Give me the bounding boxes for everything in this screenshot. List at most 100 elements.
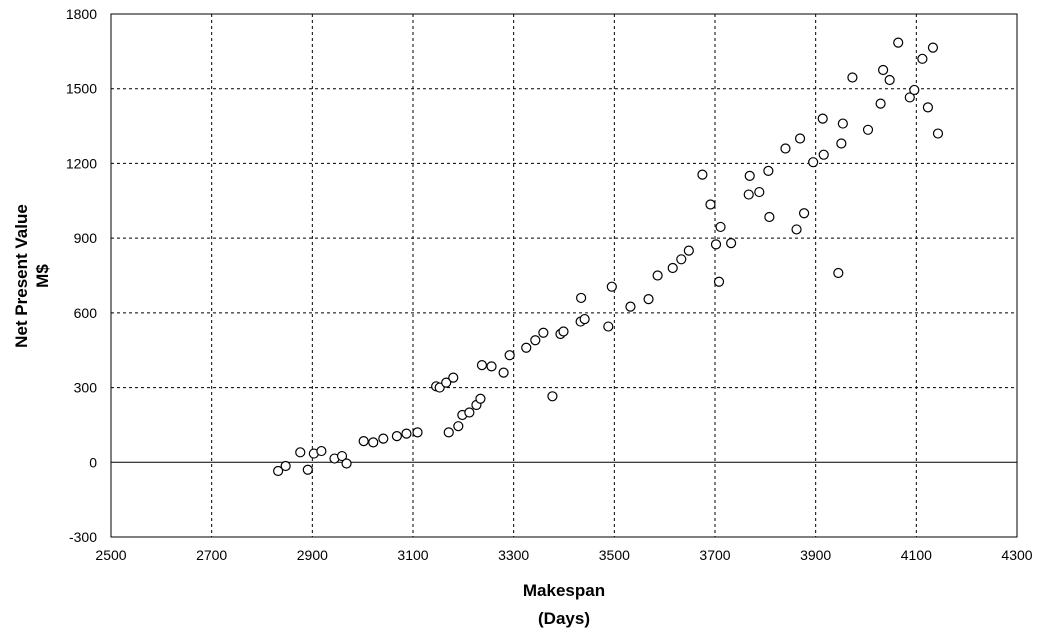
gridlines [111,14,1017,537]
data-point [606,281,617,292]
data-point [652,270,663,281]
data-point [576,292,587,304]
data-point [521,342,532,353]
y-tick-label: 900 [74,230,98,246]
data-point [295,447,306,458]
x-tick-label: 2700 [196,547,227,563]
data-point [710,239,722,250]
y-tick-labels: -300 0 300 600 900 1200 1500 1800 [66,6,97,545]
y-axis-title-line1: Net Present Value [12,204,31,348]
y-tick-label: 1200 [66,155,97,171]
data-point [884,74,895,86]
data-point [475,393,486,404]
data-point [917,53,928,64]
x-axis-title-line1: Makespan [523,581,605,600]
data-point [893,37,904,48]
y-tick-label: 1500 [66,81,97,97]
x-tick-label: 3500 [599,547,630,563]
data-point [273,465,284,477]
data-point [837,118,848,129]
y-tick-label: 300 [74,380,98,396]
y-tick-label: -300 [69,529,97,545]
data-point [833,267,844,279]
data-point [316,445,327,457]
data-point [697,169,708,180]
data-point [791,224,802,235]
data-point [878,64,889,76]
data-point [625,301,636,312]
data-point [713,276,725,287]
data-point [875,98,886,109]
data-point [847,72,858,83]
data-point [401,428,412,439]
data-point [358,436,369,447]
data-point [498,367,509,378]
y-tick-label: 600 [74,305,98,321]
y-tick-label: 0 [89,454,97,470]
x-tick-label: 3300 [498,547,529,563]
data-point [794,133,806,144]
data-point [836,138,847,149]
data-point [486,361,497,372]
data-point [302,464,313,475]
data-point [780,143,791,154]
data-point [443,427,454,438]
plot-background [111,14,1017,537]
data-point [280,460,291,472]
x-tick-label: 4300 [1001,547,1032,563]
data-point [817,113,828,124]
data-point [336,450,348,462]
data-point [464,407,475,418]
data-point [763,165,774,176]
data-point [932,128,944,139]
data-point [476,360,488,371]
x-tick-labels: 2500 2700 2900 3100 3300 3500 3700 3900 4100 4300 [95,547,1032,563]
data-point [862,124,874,135]
data-point [368,437,379,448]
data-point [667,262,678,274]
x-tick-label: 4100 [901,547,932,563]
data-point [530,335,541,346]
data-point [412,427,423,438]
data-point [818,149,829,160]
data-point [705,199,716,210]
data-point [764,211,775,223]
x-tick-label: 2500 [95,547,126,563]
data-point [676,254,687,265]
data-point [378,433,389,444]
data-point [743,189,754,200]
y-tick-label: 1800 [66,6,97,22]
data-point [927,42,939,53]
data-point [643,294,654,305]
data-point [504,350,515,361]
data-point [808,157,819,168]
data-point [909,84,920,96]
data-point [441,377,452,388]
data-point [547,391,558,402]
y-axis-title-line2: M$ [33,264,52,288]
data-point [798,208,810,219]
plot-frame [110,13,1018,538]
x-tick-label: 3700 [699,547,730,563]
data-point [922,102,934,113]
data-point [754,186,765,198]
data-point [683,245,694,256]
data-point [744,170,755,181]
data-point [603,321,614,332]
x-tick-label: 3100 [397,547,428,563]
data-point [341,458,352,469]
data-point [579,313,590,325]
x-tick-label: 3900 [800,547,831,563]
data-point [538,327,549,338]
data-point [715,221,726,233]
data-point [391,431,402,442]
data-point [448,372,459,383]
x-axis-title-line2: (Days) [538,609,590,628]
data-point [453,421,464,432]
data-point [726,238,737,249]
data-point [558,326,569,337]
data-points [273,37,944,477]
data-point [904,92,915,103]
x-tick-label: 2900 [297,547,328,563]
